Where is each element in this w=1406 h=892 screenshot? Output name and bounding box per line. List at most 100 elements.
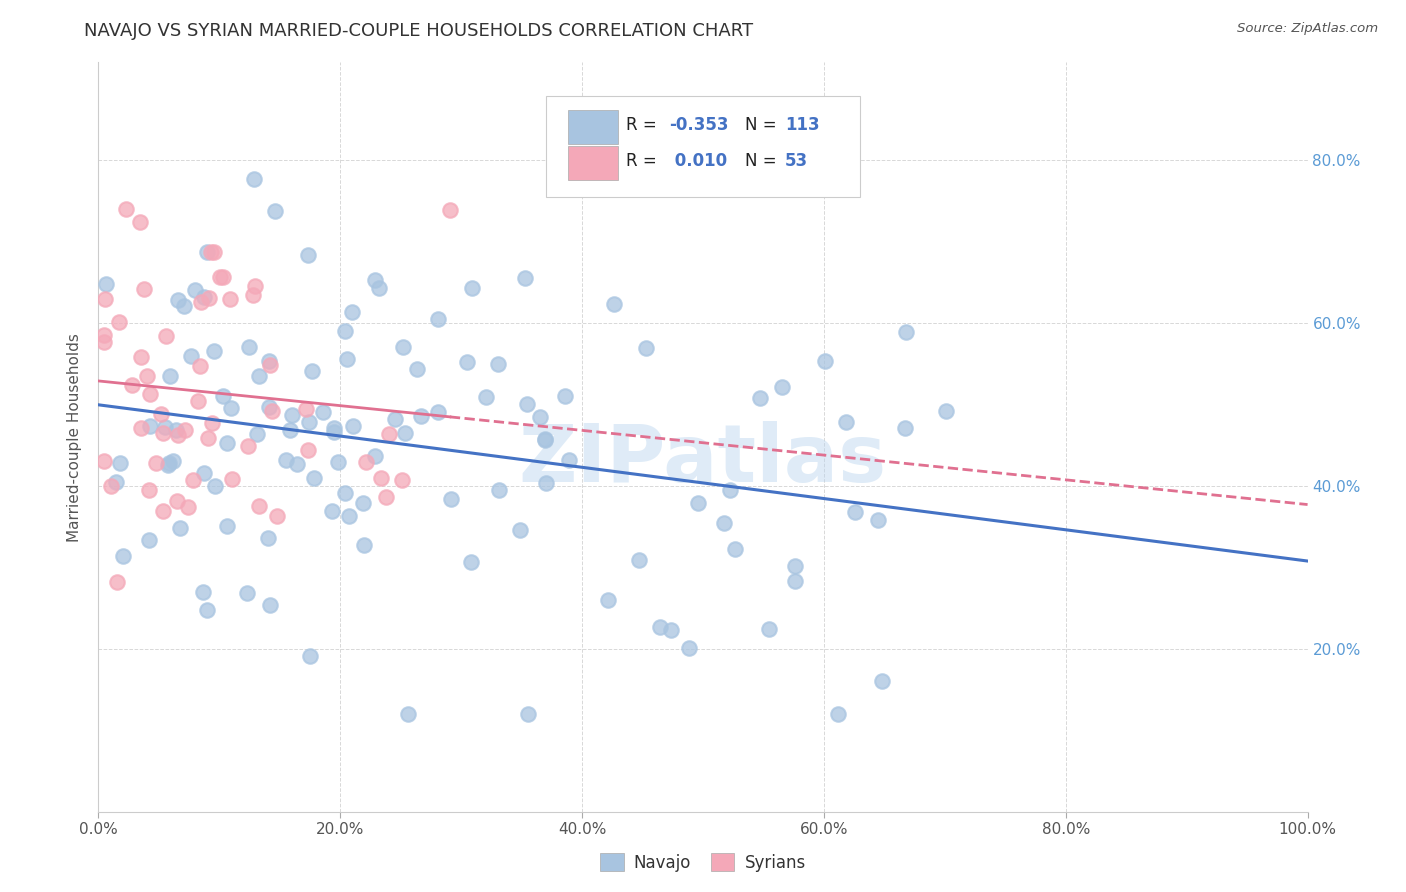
Point (326, 455, 349, 469)
Point (167, 293, 190, 307)
FancyBboxPatch shape (568, 145, 619, 180)
Point (197, 431, 219, 445)
Point (195, 603, 218, 617)
Point (174, 423, 197, 437)
Point (486, 358, 509, 372)
Point (304, 471, 326, 485)
Point (770, 380, 793, 394)
Point (534, 433, 557, 447)
Point (256, 531, 278, 545)
Point (333, 324, 356, 338)
Point (202, 344, 225, 359)
Point (247, 499, 270, 513)
Point (554, 389, 576, 403)
Point (111, 549, 134, 563)
Text: ZIPatlas: ZIPatlas (519, 420, 887, 499)
Point (298, 648, 321, 663)
Point (264, 204, 287, 219)
Point (257, 354, 280, 368)
Point (94, 277, 117, 292)
Point (364, 450, 387, 464)
Point (193, 466, 215, 480)
Point (208, 270, 231, 285)
Point (145, 456, 167, 470)
Point (298, 415, 321, 429)
Point (596, 593, 619, 607)
Point (195, 244, 218, 259)
Point (152, 426, 174, 441)
Point (312, 405, 335, 419)
Point (336, 351, 359, 366)
Point (460, 555, 482, 569)
Point (157, 458, 180, 472)
Point (517, 706, 540, 721)
Point (337, 509, 360, 524)
Point (533, 432, 555, 446)
Point (352, 496, 374, 510)
Point (785, 574, 807, 588)
Point (321, 504, 343, 518)
Point (536, 476, 558, 491)
Point (201, 416, 224, 430)
Point (236, 439, 259, 453)
Point (247, 368, 270, 383)
Point (262, 404, 284, 418)
Point (138, 483, 160, 498)
Point (153, 420, 176, 434)
Point (190, 295, 212, 310)
Point (340, 305, 363, 319)
Point (872, 673, 894, 688)
Point (335, 486, 357, 500)
Point (405, 361, 427, 376)
Legend: Navajo, Syrians: Navajo, Syrians (593, 847, 813, 879)
Point (394, 425, 416, 440)
Point (287, 458, 309, 472)
Point (139, 418, 162, 433)
Point (93, 328, 115, 343)
Point (162, 454, 184, 468)
Point (723, 542, 745, 557)
Point (184, 283, 207, 297)
Point (461, 281, 484, 295)
Point (242, 288, 264, 302)
Point (427, 311, 450, 326)
Text: R =: R = (626, 116, 662, 134)
Point (323, 425, 346, 439)
Point (139, 387, 162, 401)
Point (188, 359, 211, 373)
Point (221, 472, 243, 486)
Point (278, 423, 301, 437)
Point (297, 248, 319, 262)
Point (276, 453, 298, 467)
Point (835, 415, 858, 429)
Point (217, 435, 239, 450)
Point (259, 400, 281, 414)
Point (235, 586, 257, 600)
Point (157, 456, 180, 470)
Point (219, 292, 242, 306)
Point (108, 315, 131, 329)
Point (648, 620, 671, 634)
Point (173, 299, 195, 313)
Point (634, 341, 657, 355)
Point (301, 364, 323, 378)
Point (197, 291, 219, 305)
Point (474, 391, 496, 405)
Text: Source: ZipAtlas.com: Source: ZipAtlas.com (1237, 22, 1378, 36)
Text: 113: 113 (785, 116, 820, 134)
Point (529, 409, 551, 424)
Point (364, 272, 387, 286)
Point (105, 574, 128, 589)
Text: NAVAJO VS SYRIAN MARRIED-COUPLE HOUSEHOLDS CORRELATION CHART: NAVAJO VS SYRIAN MARRIED-COUPLE HOUSEHOL… (84, 22, 754, 40)
Point (212, 269, 235, 284)
Text: -0.353: -0.353 (669, 116, 728, 134)
Point (152, 504, 174, 518)
Point (266, 508, 288, 523)
Point (129, 350, 152, 364)
Point (558, 453, 581, 467)
Point (935, 403, 957, 417)
FancyBboxPatch shape (568, 110, 619, 145)
Point (659, 623, 682, 637)
Point (896, 325, 918, 339)
Point (132, 283, 155, 297)
